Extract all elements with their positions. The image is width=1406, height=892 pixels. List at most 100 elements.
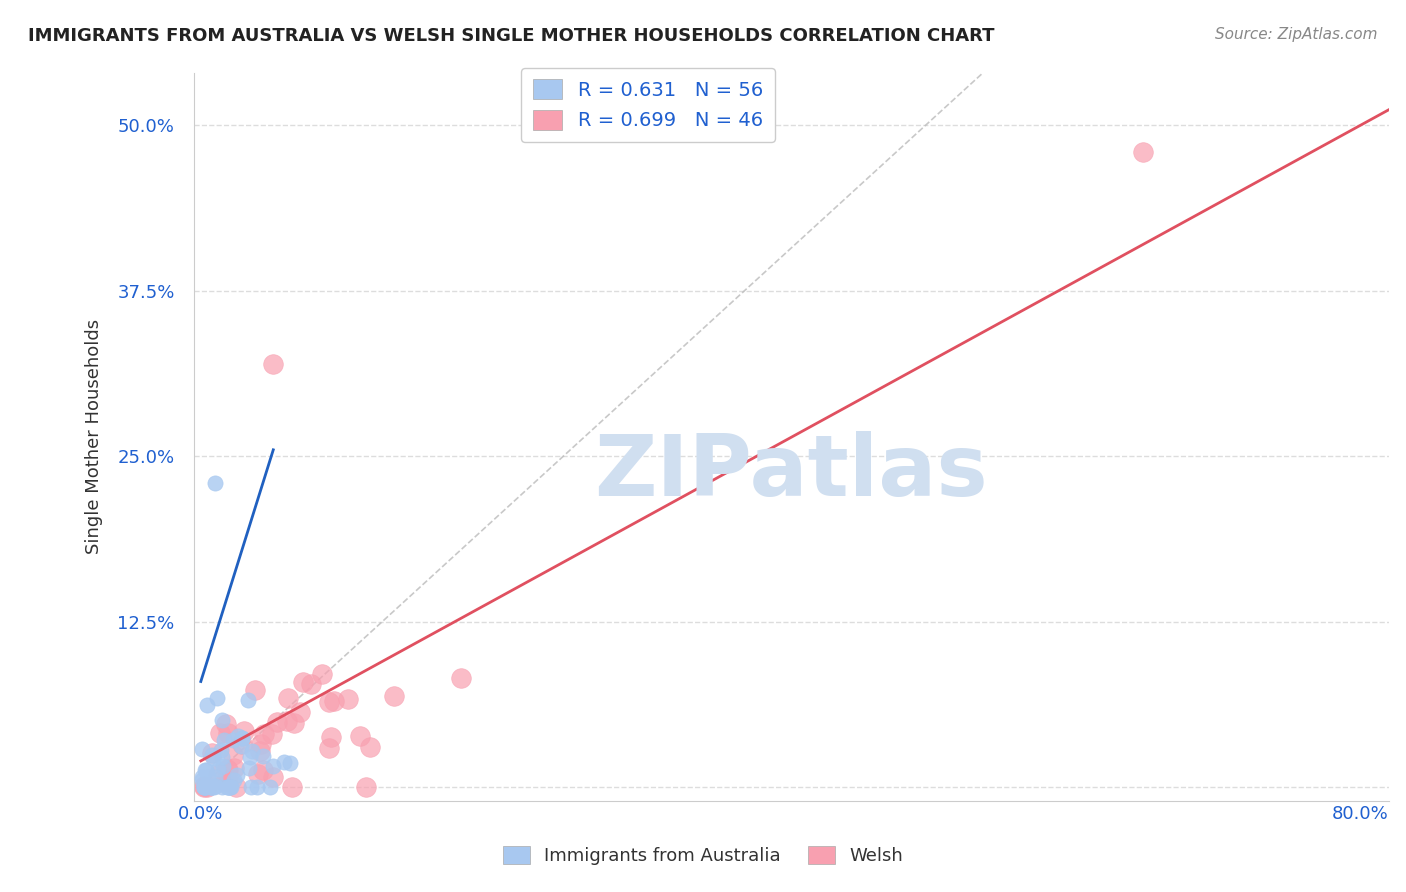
Point (211, 713, 233, 727)
Point (193, 780, 215, 795)
Point (195, 780, 218, 795)
Point (252, 764, 274, 778)
Point (208, 725, 231, 739)
Point (231, 731, 253, 746)
Point (193, 780, 215, 795)
Point (226, 768, 249, 782)
Point (246, 780, 269, 794)
Point (450, 671, 472, 685)
Point (215, 717, 238, 731)
Point (225, 780, 247, 795)
Text: IMMIGRANTS FROM AUSTRALIA VS WELSH SINGLE MOTHER HOUSEHOLDS CORRELATION CHART: IMMIGRANTS FROM AUSTRALIA VS WELSH SINGL… (28, 27, 994, 45)
Point (276, 714, 298, 728)
Point (318, 695, 340, 709)
Point (195, 780, 218, 795)
Point (322, 693, 344, 707)
Point (207, 691, 229, 706)
Point (191, 772, 214, 787)
Point (211, 780, 233, 795)
Point (200, 780, 222, 795)
Point (233, 724, 256, 739)
Point (200, 780, 222, 795)
Point (201, 780, 224, 795)
Point (207, 762, 229, 776)
Point (239, 780, 262, 795)
Point (217, 774, 239, 789)
Point (277, 691, 299, 706)
Point (231, 731, 253, 745)
Point (266, 715, 288, 730)
Point (249, 737, 271, 751)
Point (278, 756, 301, 771)
Point (204, 770, 226, 784)
Point (222, 732, 245, 747)
Point (252, 748, 274, 763)
Point (262, 357, 284, 371)
Point (240, 744, 263, 758)
Point (219, 780, 242, 795)
Point (217, 726, 239, 740)
Point (204, 475, 226, 490)
Y-axis label: Single Mother Households: Single Mother Households (86, 319, 103, 554)
Legend: Immigrants from Australia, Welsh: Immigrants from Australia, Welsh (494, 837, 912, 874)
Point (195, 698, 218, 713)
Point (260, 727, 283, 741)
Point (195, 780, 218, 794)
Point (226, 729, 249, 743)
Point (202, 780, 225, 795)
Point (281, 780, 304, 795)
Point (191, 742, 214, 756)
Point (217, 763, 239, 777)
Point (193, 779, 215, 793)
Point (217, 780, 239, 795)
Point (229, 739, 252, 753)
Point (318, 740, 340, 755)
Point (299, 677, 322, 691)
Point (200, 780, 222, 795)
Point (193, 780, 215, 795)
Point (249, 744, 271, 758)
Point (253, 727, 276, 741)
Point (259, 780, 281, 795)
Point (193, 780, 215, 795)
Point (219, 780, 242, 795)
Point (191, 770, 214, 784)
Point (354, 780, 377, 795)
Point (197, 770, 219, 784)
Point (224, 761, 246, 775)
Point (239, 749, 262, 764)
Point (222, 747, 245, 762)
Point (246, 767, 269, 781)
Point (283, 716, 305, 731)
Point (243, 682, 266, 697)
Point (349, 729, 371, 743)
Point (218, 780, 240, 795)
Point (207, 767, 229, 781)
Point (273, 756, 295, 770)
Point (209, 743, 232, 757)
Point (288, 705, 311, 719)
Point (292, 675, 315, 690)
Text: Source: ZipAtlas.com: Source: ZipAtlas.com (1215, 27, 1378, 42)
Point (194, 763, 217, 777)
Point (204, 779, 226, 793)
Point (201, 747, 224, 762)
Point (382, 690, 405, 704)
Point (212, 759, 235, 773)
Point (1132, 145, 1154, 159)
Point (201, 747, 224, 761)
Point (311, 667, 333, 681)
Point (238, 693, 260, 707)
Point (224, 772, 246, 787)
Point (336, 691, 359, 706)
Text: ZIPatlas: ZIPatlas (595, 432, 988, 515)
Point (202, 751, 225, 765)
Point (262, 770, 284, 784)
Point (214, 775, 236, 789)
Point (359, 739, 381, 754)
Point (319, 730, 342, 744)
Point (217, 780, 239, 795)
Point (231, 737, 253, 751)
Point (195, 780, 218, 795)
Point (193, 780, 215, 795)
